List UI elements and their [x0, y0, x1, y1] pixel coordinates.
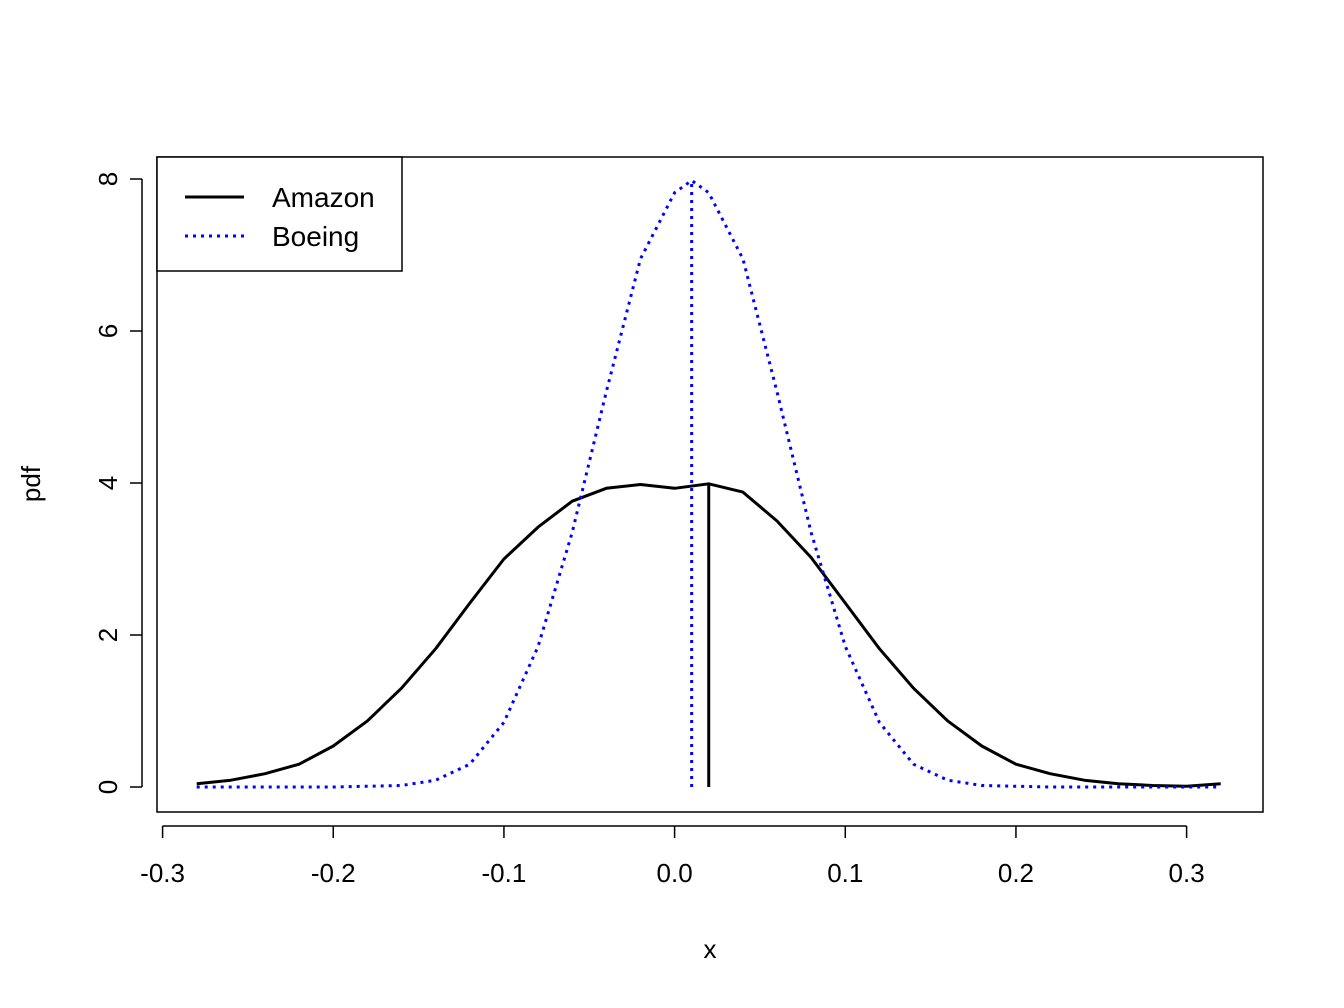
- x-tick-label: 0.2: [998, 858, 1034, 888]
- x-tick-label: -0.1: [482, 858, 527, 888]
- legend-box: [156, 156, 403, 272]
- x-tick-label: -0.2: [311, 858, 356, 888]
- x-tick-label: 0.0: [657, 858, 693, 888]
- y-tick-label: 0: [93, 780, 123, 794]
- series-line-boeing: [196, 179, 1221, 789]
- plot-frame: [156, 156, 1264, 813]
- x-axis-title: x: [704, 934, 717, 964]
- x-tick-label: 0.3: [1169, 858, 1205, 888]
- legend: Amazon Boeing: [156, 156, 403, 272]
- y-tick-label: 2: [93, 628, 123, 642]
- y-tick-label: 4: [93, 476, 123, 490]
- x-tick-label: 0.1: [827, 858, 863, 888]
- x-tick-label: -0.3: [140, 858, 185, 888]
- legend-label-boeing: Boeing: [272, 221, 359, 252]
- series-layer: [196, 179, 1221, 789]
- legend-label-amazon: Amazon: [272, 182, 375, 213]
- x-axis: -0.3 -0.2 -0.1 0.0 0.1 0.2 0.3: [140, 825, 1205, 888]
- y-tick-label: 8: [93, 172, 123, 186]
- y-axis-title: pdf: [16, 465, 46, 502]
- y-tick-label: 6: [93, 324, 123, 338]
- y-axis: 0 2 4 6 8: [93, 172, 143, 794]
